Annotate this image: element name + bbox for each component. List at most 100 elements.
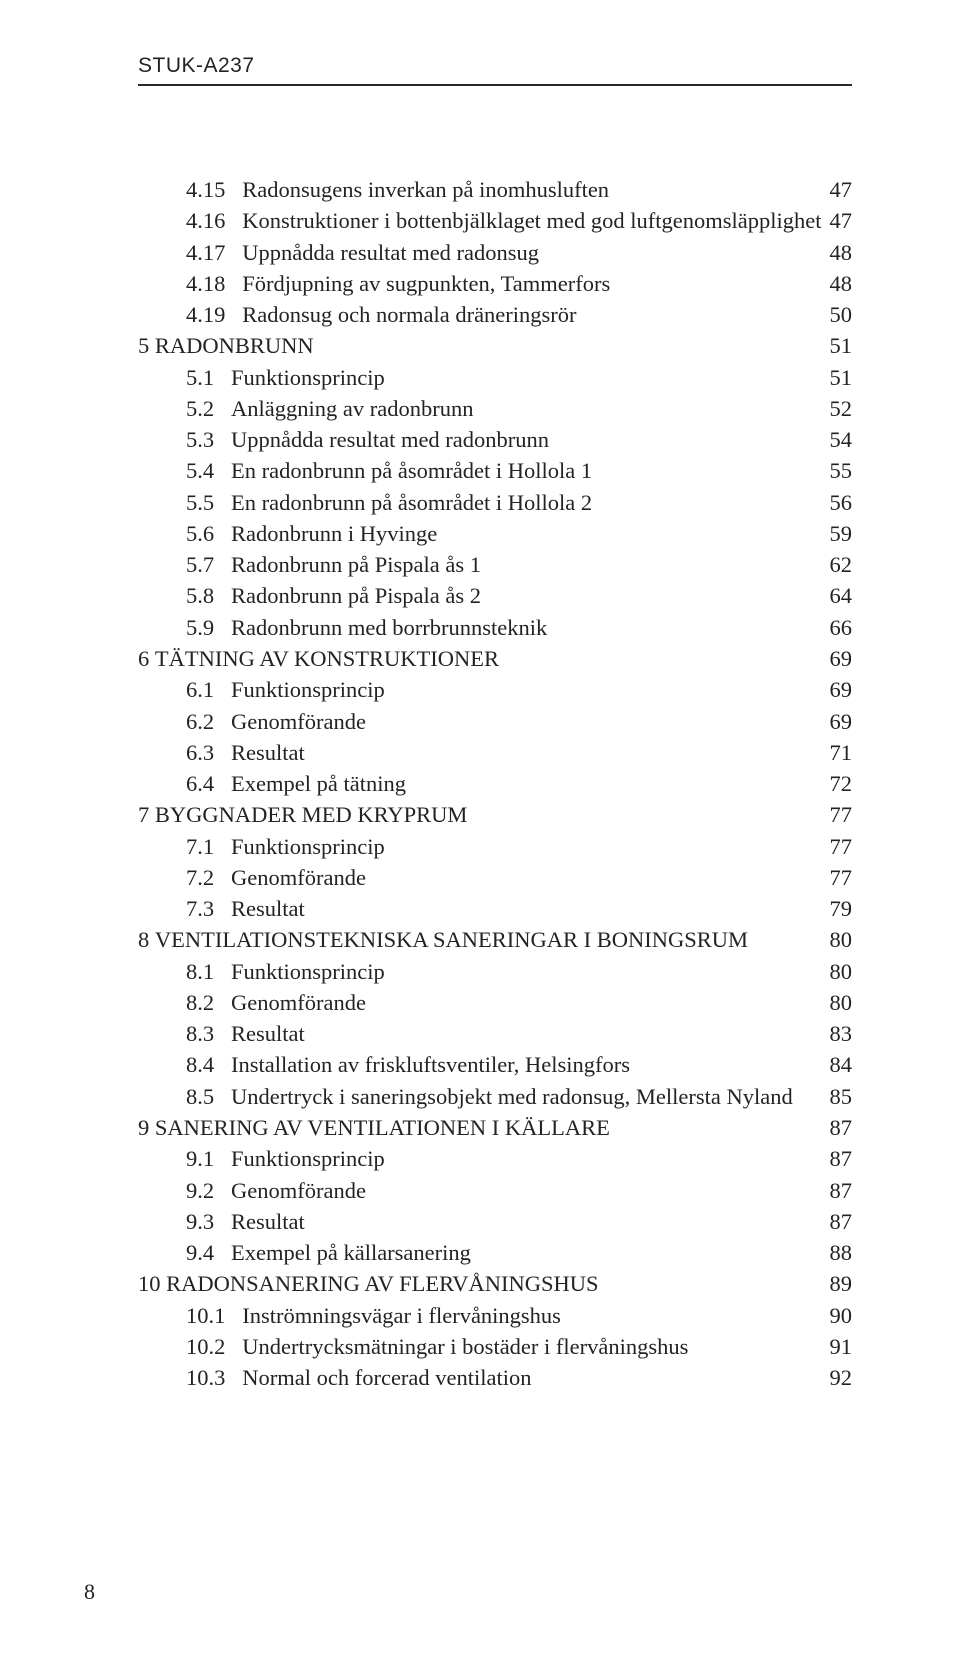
toc-entry-page: 88 <box>830 1237 853 1268</box>
toc-entry-page: 69 <box>830 706 853 737</box>
toc-entry-page: 80 <box>830 924 853 955</box>
toc-entry: 5.4 En radonbrunn på åsområdet i Hollola… <box>138 455 852 486</box>
toc-entry-page: 56 <box>830 487 853 518</box>
toc-entry-page: 80 <box>830 956 853 987</box>
toc-entry-number: 4.16 <box>138 205 242 236</box>
toc-entry: 10 RADONSANERING AV FLERVÅNINGSHUS89 <box>138 1268 852 1299</box>
toc-entry: 10.2 Undertrycksmätningar i bostäder i f… <box>138 1331 852 1362</box>
toc-entry-page: 54 <box>830 424 853 455</box>
toc-entry-title: En radonbrunn på åsområdet i Hollola 2 <box>231 487 600 518</box>
toc-entry-page: 92 <box>830 1362 853 1393</box>
toc-entry-title: Inströmningsvägar i flervåningshus <box>242 1300 569 1331</box>
toc-entry: 10.3 Normal och forcerad ventilation92 <box>138 1362 852 1393</box>
toc-entry-number: 6.3 <box>138 737 231 768</box>
toc-entry: 5.8 Radonbrunn på Pispala ås 264 <box>138 580 852 611</box>
toc-entry-page: 77 <box>830 831 853 862</box>
toc-entry: 8.1 Funktionsprincip 80 <box>138 956 852 987</box>
toc-entry-title: SANERING AV VENTILATIONEN I KÄLLARE <box>155 1112 618 1143</box>
toc-entry-page: 87 <box>830 1175 853 1206</box>
toc-entry-number: 5.4 <box>138 455 231 486</box>
toc-entry-number: 7 <box>138 799 155 830</box>
toc-entry-page: 89 <box>830 1268 853 1299</box>
toc-entry-title: TÄTNING AV KONSTRUKTIONER <box>155 643 507 674</box>
toc-entry: 9.4 Exempel på källarsanering88 <box>138 1237 852 1268</box>
toc-entry-title: Genomförande <box>231 706 374 737</box>
toc-entry: 9.2 Genomförande 87 <box>138 1175 852 1206</box>
toc-entry-page: 87 <box>830 1143 853 1174</box>
toc-entry: 5.6 Radonbrunn i Hyvinge59 <box>138 518 852 549</box>
toc-entry: 5.1 Funktionsprincip51 <box>138 362 852 393</box>
toc-entry-page: 64 <box>830 580 853 611</box>
toc-entry-title: Funktionsprincip <box>231 956 393 987</box>
toc-entry-number: 6.1 <box>138 674 231 705</box>
toc-entry-page: 47 <box>830 205 853 236</box>
toc-entry-number: 10.3 <box>138 1362 242 1393</box>
toc-entry: 7.1 Funktionsprincip77 <box>138 831 852 862</box>
toc-entry-title: Undertryck i saneringsobjekt med radonsu… <box>231 1081 801 1112</box>
toc-entry-number: 9 <box>138 1112 155 1143</box>
toc-entry-number: 8.3 <box>138 1018 231 1049</box>
toc-entry-number: 8.4 <box>138 1049 231 1080</box>
toc-entry-title: Resultat <box>231 1206 313 1237</box>
toc-entry: 8.3 Resultat83 <box>138 1018 852 1049</box>
toc-entry-number: 10.2 <box>138 1331 242 1362</box>
toc-entry-title: Genomförande <box>231 862 374 893</box>
toc-entry-title: Exempel på tätning <box>231 768 414 799</box>
toc-entry-page: 85 <box>830 1081 853 1112</box>
toc-entry-page: 55 <box>830 455 853 486</box>
toc-entry-title: Genomförande <box>231 1175 374 1206</box>
toc-entry-page: 72 <box>830 768 853 799</box>
toc-entry-title: Radonsug och normala dräneringsrör <box>242 299 584 330</box>
toc-entry-number: 9.2 <box>138 1175 231 1206</box>
running-header: STUK-A237 <box>138 54 852 78</box>
toc-entry-number: 8.1 <box>138 956 231 987</box>
toc-entry-number: 7.2 <box>138 862 231 893</box>
toc-entry: 5.7 Radonbrunn på Pispala ås 162 <box>138 549 852 580</box>
toc-entry-number: 5.7 <box>138 549 231 580</box>
toc-entry-title: Funktionsprincip <box>231 674 393 705</box>
toc-entry-title: RADONSANERING AV FLERVÅNINGSHUS <box>166 1268 606 1299</box>
toc-entry-page: 48 <box>830 268 853 299</box>
toc-entry: 6.3 Resultat71 <box>138 737 852 768</box>
toc-entry-title: Resultat <box>231 893 313 924</box>
toc-entry: 8.5 Undertryck i saneringsobjekt med rad… <box>138 1081 852 1112</box>
toc-entry-page: 52 <box>830 393 853 424</box>
toc-entry-title: Radonbrunn på Pispala ås 1 <box>231 549 489 580</box>
toc-entry-page: 69 <box>830 674 853 705</box>
toc-entry-number: 4.18 <box>138 268 242 299</box>
toc-entry-number: 6 <box>138 643 155 674</box>
toc-entry-title: Radonsugens inverkan på inomhusluften <box>242 174 617 205</box>
toc-entry-title: Funktionsprincip <box>231 362 393 393</box>
toc-entry: 5.9 Radonbrunn med borrbrunnsteknik66 <box>138 612 852 643</box>
toc-entry: 9.1 Funktionsprincip87 <box>138 1143 852 1174</box>
toc-entry: 5.2 Anläggning av radonbrunn52 <box>138 393 852 424</box>
toc-entry: 5.3 Uppnådda resultat med radonbrunn 54 <box>138 424 852 455</box>
toc-entry-number: 5.3 <box>138 424 231 455</box>
toc-entry-number: 8.2 <box>138 987 231 1018</box>
toc-entry: 5 RADONBRUNN51 <box>138 330 852 361</box>
toc-entry: 8.4 Installation av friskluftsventiler, … <box>138 1049 852 1080</box>
toc-entry-title: Undertrycksmätningar i bostäder i flervå… <box>242 1331 696 1362</box>
toc-entry: 9.3 Resultat87 <box>138 1206 852 1237</box>
toc-entry: 4.15 Radonsugens inverkan på inomhusluft… <box>138 174 852 205</box>
document-page: STUK-A237 4.15 Radonsugens inverkan på i… <box>0 0 960 1677</box>
toc-entry-title: RADONBRUNN <box>155 330 322 361</box>
toc-entry: 6.2 Genomförande69 <box>138 706 852 737</box>
toc-entry-number: 4.19 <box>138 299 242 330</box>
toc-entry: 6.4 Exempel på tätning72 <box>138 768 852 799</box>
toc-entry: 4.18 Fördjupning av sugpunkten, Tammerfo… <box>138 268 852 299</box>
toc-entry-page: 71 <box>830 737 853 768</box>
toc-entry-page: 59 <box>830 518 853 549</box>
toc-entry-page: 87 <box>830 1112 853 1143</box>
toc-entry: 6 TÄTNING AV KONSTRUKTIONER69 <box>138 643 852 674</box>
toc-entry-number: 9.4 <box>138 1237 231 1268</box>
toc-entry-title: Uppnådda resultat med radonbrunn <box>231 424 557 455</box>
header-rule <box>138 84 852 86</box>
toc-entry-number: 4.17 <box>138 237 242 268</box>
toc-entry-title: Uppnådda resultat med radonsug <box>242 237 547 268</box>
toc-entry-page: 77 <box>830 799 853 830</box>
toc-entry: 7.3 Resultat79 <box>138 893 852 924</box>
toc-entry-title: Funktionsprincip <box>231 1143 393 1174</box>
toc-entry: 8.2 Genomförande80 <box>138 987 852 1018</box>
toc-entry-page: 48 <box>830 237 853 268</box>
